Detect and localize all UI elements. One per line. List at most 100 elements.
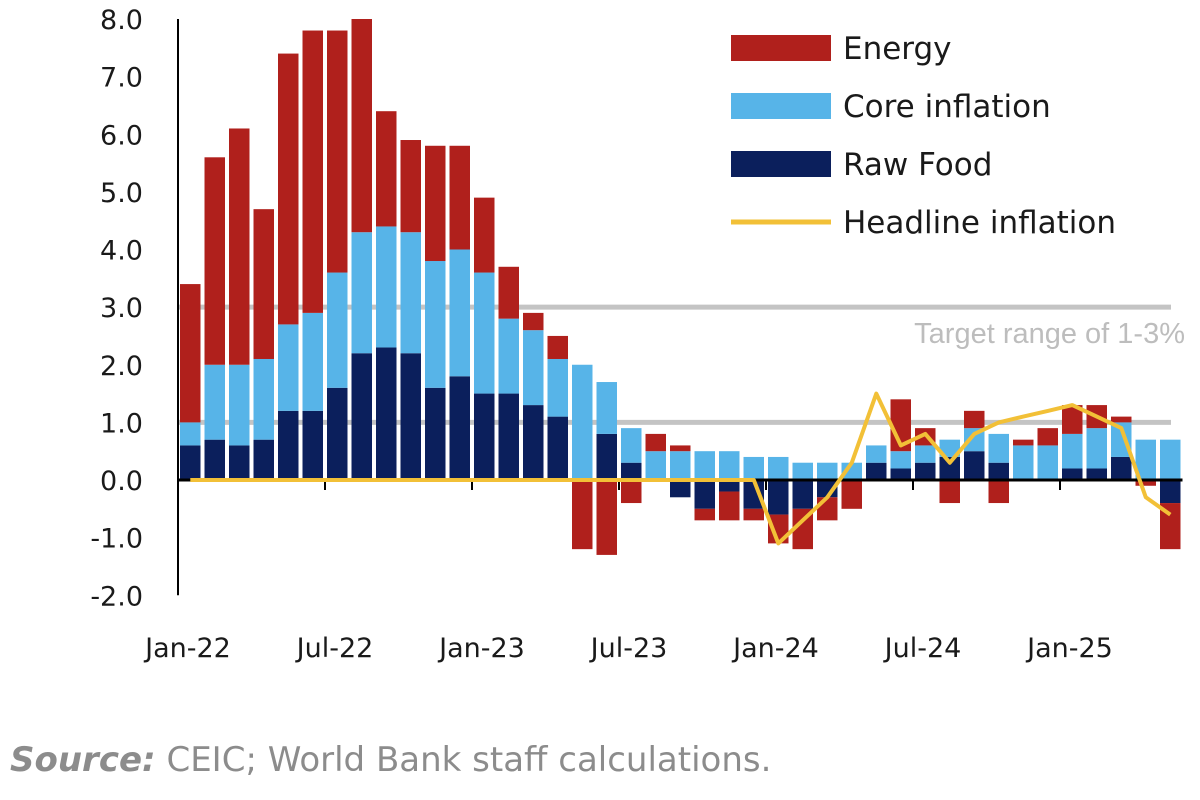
bar-raw-food-Feb-23 — [498, 393, 519, 480]
bar-energy-Feb-24 — [792, 508, 813, 550]
bar-raw-food-Jan-23 — [474, 393, 495, 480]
bar-raw-food-Oct-23 — [694, 480, 715, 509]
bar-energy-Nov-22 — [425, 145, 446, 262]
bar-core-inflation-Oct-22 — [400, 232, 421, 354]
x-tick-label: Jan-25 — [1025, 633, 1113, 664]
bar-raw-food-Dec-22 — [449, 376, 470, 480]
bar-energy-Jan-22 — [180, 284, 201, 423]
x-tick-label: Jul-24 — [883, 633, 962, 664]
bar-energy-Aug-23 — [645, 433, 666, 452]
bar-energy-Sep-23 — [670, 445, 691, 452]
bar-core-inflation-Jun-23 — [596, 382, 617, 434]
bar-energy-Oct-24 — [988, 480, 1009, 504]
bar-raw-food-Nov-22 — [425, 387, 446, 480]
bar-energy-Aug-22 — [351, 19, 372, 233]
bar-energy-Feb-22 — [204, 157, 225, 365]
bar-energy-Apr-24 — [841, 480, 862, 509]
bar-raw-food-Sep-24 — [964, 451, 985, 480]
y-tick-label: 2.0 — [100, 351, 143, 382]
bar-core-inflation-Mar-22 — [229, 364, 250, 446]
legend: Energy Core inflation Raw Food Headline inf… — [731, 31, 1116, 241]
bar-energy-Jun-23 — [596, 480, 617, 555]
bar-core-inflation-May-22 — [278, 324, 299, 411]
bar-core-inflation-Aug-23 — [645, 451, 666, 480]
headline-inflation-line — [190, 391, 1172, 546]
bar-energy-Apr-22 — [253, 209, 274, 359]
bar-core-inflation-Oct-23 — [694, 451, 715, 480]
source-note: Source: CEIC; World Bank staff calculati… — [10, 740, 771, 780]
bar-core-inflation-Jun-22 — [302, 312, 323, 411]
y-tick-label: 5.0 — [100, 178, 143, 209]
bar-raw-food-May-22 — [278, 410, 299, 480]
bar-core-inflation-Aug-24 — [939, 439, 960, 457]
bar-core-inflation-May-23 — [572, 364, 593, 480]
axes: 8.07.06.05.04.03.02.01.00.0-1.0-2.0Jan-2… — [90, 5, 1183, 664]
bar-energy-May-25 — [1160, 503, 1181, 550]
bar-energy-Dec-23 — [743, 508, 764, 521]
bar-core-inflation-Dec-24 — [1037, 445, 1058, 480]
bar-raw-food-Jun-24 — [890, 468, 911, 480]
bar-energy-Mar-22 — [229, 128, 250, 365]
bar-core-inflation-Apr-23 — [547, 358, 568, 417]
bar-core-inflation-Jan-23 — [474, 272, 495, 394]
y-tick-label: 8.0 — [100, 5, 143, 36]
bar-raw-food-Aug-24 — [939, 456, 960, 480]
source-label: Source: — [10, 740, 156, 780]
y-tick-label: 6.0 — [100, 120, 143, 151]
bar-core-inflation-Nov-22 — [425, 261, 446, 388]
bar-core-inflation-Jul-24 — [915, 445, 936, 463]
bar-raw-food-Sep-22 — [376, 347, 397, 480]
bar-core-inflation-May-24 — [866, 445, 887, 463]
bar-core-inflation-Oct-24 — [988, 433, 1009, 463]
bar-core-inflation-Mar-23 — [523, 330, 544, 406]
bar-raw-food-Feb-25 — [1086, 468, 1107, 480]
bar-raw-food-Jun-23 — [596, 433, 617, 480]
bar-raw-food-Feb-22 — [204, 439, 225, 480]
bar-core-inflation-Aug-22 — [351, 232, 372, 354]
bar-energy-Jul-23 — [621, 480, 642, 504]
bar-core-inflation-Jan-24 — [768, 456, 789, 480]
bar-energy-Mar-25 — [1111, 416, 1132, 423]
bar-core-inflation-Jul-23 — [621, 428, 642, 463]
bar-core-inflation-Jan-25 — [1062, 433, 1083, 469]
bar-core-inflation-Sep-22 — [376, 226, 397, 348]
x-tick-label: Jan-24 — [731, 633, 819, 664]
bar-core-inflation-Nov-23 — [719, 451, 740, 480]
y-tick-label: -1.0 — [90, 524, 143, 555]
bar-raw-food-Sep-23 — [670, 480, 691, 498]
legend-label: Energy — [843, 31, 952, 67]
source-text: CEIC; World Bank staff calculations. — [155, 740, 772, 780]
bar-energy-Oct-23 — [694, 508, 715, 521]
bar-raw-food-Mar-22 — [229, 445, 250, 480]
bar-core-inflation-Sep-24 — [964, 428, 985, 452]
bar-raw-food-Oct-24 — [988, 462, 1009, 480]
x-tick-label: Jul-22 — [295, 633, 374, 664]
bar-energy-Apr-25 — [1135, 480, 1156, 486]
bar-energy-Sep-24 — [964, 410, 985, 429]
bar-energy-Aug-24 — [939, 480, 960, 504]
bar-energy-Jan-25 — [1062, 405, 1083, 434]
y-tick-label: 4.0 — [100, 236, 143, 267]
legend-swatch-raw-food — [731, 151, 831, 177]
bar-energy-Jan-23 — [474, 197, 495, 273]
x-tick-label: Jan-23 — [437, 633, 525, 664]
bar-raw-food-Jun-22 — [302, 410, 323, 480]
bar-energy-May-22 — [278, 53, 299, 325]
legend-label: Core inflation — [843, 89, 1051, 125]
bar-core-inflation-Dec-23 — [743, 456, 764, 480]
bar-raw-food-Jan-22 — [180, 445, 201, 480]
bar-raw-food-Dec-23 — [743, 480, 764, 509]
bar-energy-Jul-22 — [327, 30, 348, 273]
bar-core-inflation-Sep-23 — [670, 451, 691, 480]
legend-label: Headline inflation — [843, 205, 1116, 241]
legend-swatch-core-inflation — [731, 93, 831, 119]
bar-raw-food-Mar-25 — [1111, 456, 1132, 480]
bar-raw-food-Jan-24 — [768, 480, 789, 515]
bar-raw-food-Jul-24 — [915, 462, 936, 480]
bar-core-inflation-Feb-22 — [204, 364, 225, 440]
bar-raw-food-Nov-23 — [719, 480, 740, 492]
bar-core-inflation-Feb-23 — [498, 318, 519, 394]
bar-energy-Apr-23 — [547, 335, 568, 359]
bar-raw-food-Aug-22 — [351, 353, 372, 480]
bar-raw-food-Jan-25 — [1062, 468, 1083, 480]
